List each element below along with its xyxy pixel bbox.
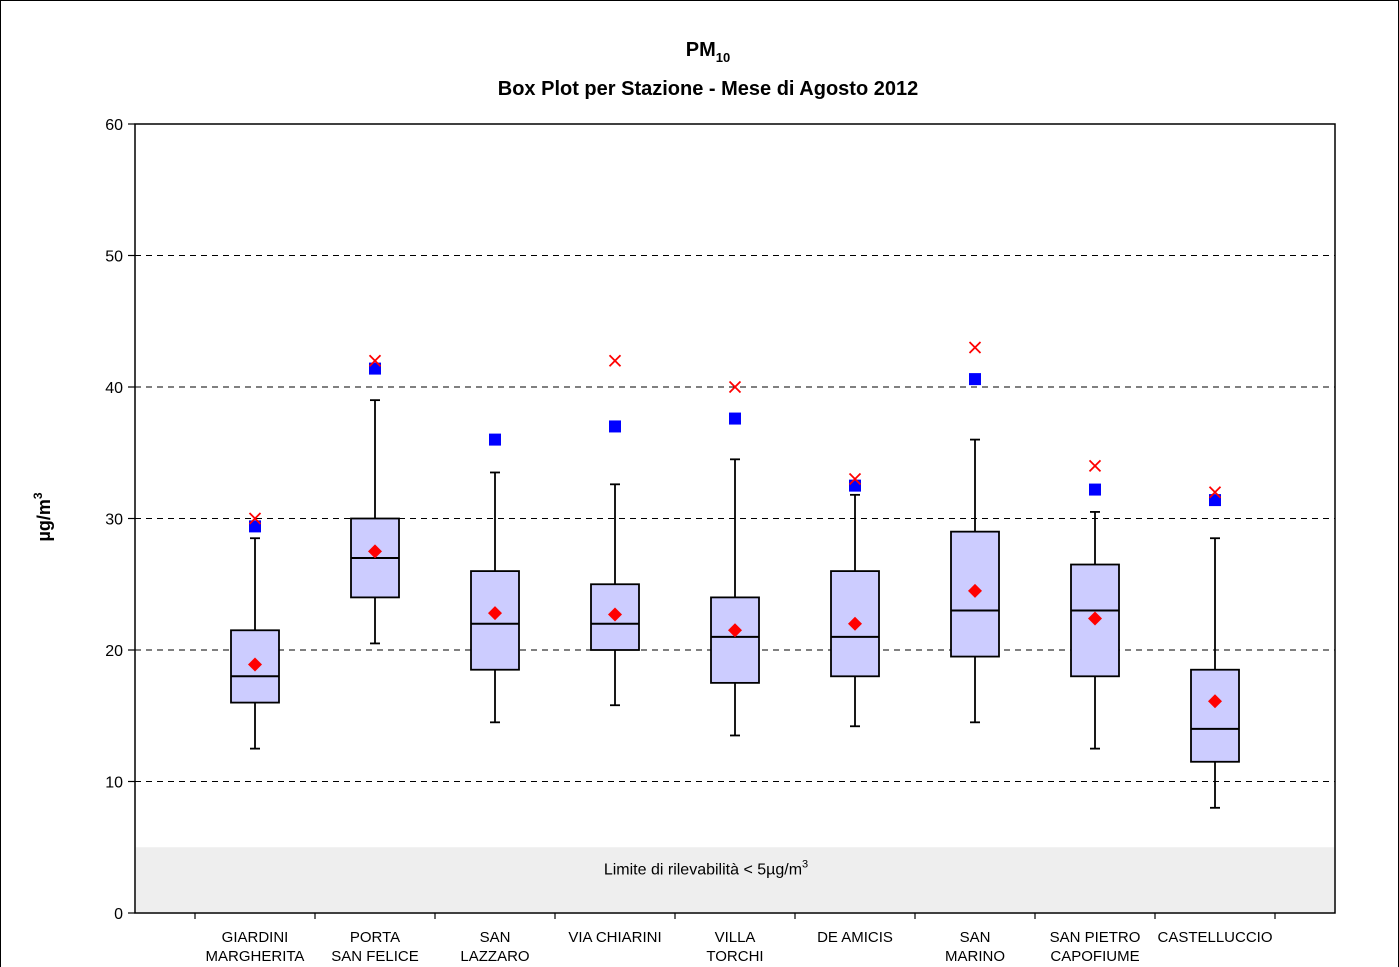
p98-marker [489, 433, 501, 446]
x-category-label: DE AMICIS [817, 929, 893, 946]
x-category-label: TORCHI [706, 948, 763, 965]
x-axis: GIARDINI MARGHERITA PORTA SAN FELICE SAN LAZZ… [194, 913, 1276, 965]
box-group [710, 458, 760, 737]
box-group [1070, 511, 1120, 750]
max-marker [1088, 459, 1102, 473]
x-category-label: SAN [960, 929, 991, 946]
mean-marker [608, 607, 622, 622]
p98-marker [729, 412, 741, 425]
max-marker [728, 380, 742, 394]
max-marker [848, 472, 862, 486]
box [710, 596, 760, 684]
y-tick-label: 60 [105, 117, 123, 134]
chart-title: PM10 [686, 39, 730, 65]
max-marker-stroke [1088, 459, 1102, 473]
p98-marker [969, 373, 981, 386]
x-category-label: VILLA [715, 929, 756, 946]
x-category-label: LAZZARO [460, 948, 529, 965]
max-marker-stroke [608, 354, 622, 367]
y-tick-label: 0 [114, 906, 123, 923]
y-axis-label-superscript: 3 [31, 492, 45, 499]
mean-marker [968, 583, 982, 598]
y-tick-label: 30 [105, 512, 123, 529]
mean-marker [728, 623, 742, 638]
p98-marker [1209, 494, 1221, 507]
max-marker-stroke [248, 512, 262, 525]
mean-marker [368, 544, 382, 559]
markers [248, 341, 1222, 709]
mean-marker [488, 606, 502, 621]
mean-marker [1208, 694, 1222, 709]
x-category-label: SAN PIETRO [1050, 929, 1141, 946]
y-tick-label: 50 [105, 249, 123, 266]
max-marker-stroke [848, 472, 862, 486]
max-marker [608, 354, 622, 367]
max-marker [248, 512, 262, 525]
max-marker-stroke [968, 341, 982, 354]
x-category-label: SAN [480, 929, 511, 946]
max-marker [1208, 486, 1222, 499]
y-axis: 0 10 20 30 40 50 60 [105, 117, 135, 923]
x-category-label: VIA CHIARINI [568, 929, 661, 946]
detection-limit-label: Limite di rilevabilità < 5µg/m3 [604, 858, 808, 878]
x-category-label: MARINO [945, 948, 1005, 965]
box-group [590, 483, 640, 707]
y-tick-label: 20 [105, 643, 123, 660]
y-tick-label: 10 [105, 775, 123, 792]
box-group [470, 471, 520, 724]
p98-marker [609, 420, 621, 433]
p98-marker [849, 479, 861, 492]
p98-marker [369, 362, 381, 375]
box-group [1190, 537, 1240, 809]
chart-subtitle: Box Plot per Stazione - Mese di Agosto 2… [498, 78, 918, 100]
max-marker-stroke [1208, 486, 1222, 499]
mean-marker [1088, 611, 1102, 626]
max-marker-stroke [368, 354, 382, 367]
y-tick-label: 40 [105, 380, 123, 397]
box [950, 530, 1000, 658]
box [1190, 668, 1240, 763]
detection-limit-band [136, 847, 1334, 912]
x-category-label: CAPOFIUME [1050, 948, 1139, 965]
detection-limit-label-superscript: 3 [802, 858, 808, 870]
max-marker-stroke [728, 380, 742, 394]
box-group [950, 438, 1000, 724]
x-category-label: PORTA [350, 929, 400, 946]
chart-title-subscript: 10 [716, 50, 730, 65]
x-category-label: MARGHERITA [206, 948, 305, 965]
x-category-label: GIARDINI [222, 929, 289, 946]
y-axis-label: µg/m3 [31, 492, 54, 541]
max-marker [968, 341, 982, 354]
x-category-label: CASTELLUCCIO [1157, 929, 1272, 946]
mean-marker [248, 657, 262, 672]
mean-marker [848, 616, 862, 631]
p98-marker [1089, 483, 1101, 496]
box [1070, 563, 1120, 678]
x-category-label: SAN FELICE [331, 948, 419, 965]
p98-marker [249, 520, 261, 533]
box [470, 570, 520, 671]
max-marker [368, 354, 382, 367]
